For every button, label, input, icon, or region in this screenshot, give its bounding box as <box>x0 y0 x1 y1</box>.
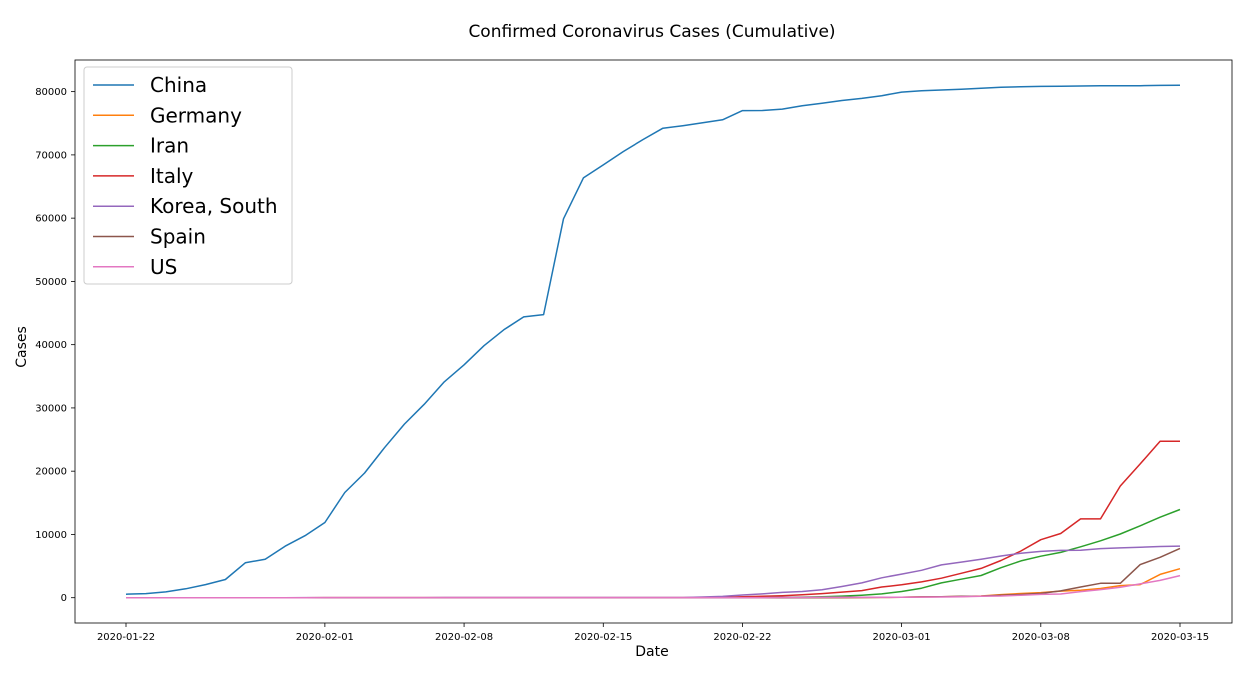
x-tick-label: 2020-02-22 <box>713 632 771 643</box>
series-line-italy <box>126 440 1180 599</box>
x-tick-label: 2020-02-01 <box>296 632 354 643</box>
legend-box <box>83 66 293 285</box>
x-tick-label: 2020-01-22 <box>97 632 155 643</box>
x-tick-label: 2020-03-01 <box>873 632 931 643</box>
y-tick-label: 70000 <box>35 150 67 161</box>
y-axis: 0 10000 20000 30000 40000 50000 60000 70000 8000… <box>35 87 75 604</box>
y-tick-label: 20000 <box>35 467 67 478</box>
plot-area <box>125 84 1181 599</box>
plot-frame <box>74 59 1233 624</box>
series-line-china <box>125 84 1181 595</box>
legend: China Germany Iran Italy Korea, South Spain US <box>83 66 293 285</box>
x-tick-label: 2020-02-08 <box>435 632 493 643</box>
series-line-spain <box>126 547 1181 599</box>
x-axis-label: Date <box>635 644 668 660</box>
legend-label-iran: Iran <box>150 134 189 158</box>
x-tick-label: 2020-03-15 <box>1151 632 1209 643</box>
y-tick-label: 0 <box>61 593 67 604</box>
chart-title: Confirmed Coronavirus Cases (Cumulative) <box>468 22 835 42</box>
y-tick-label: 30000 <box>35 403 67 414</box>
series-line-germany <box>126 567 1181 599</box>
legend-label-us: US <box>150 255 177 279</box>
y-tick-label: 10000 <box>35 530 67 541</box>
legend-label-germany: Germany <box>150 103 242 127</box>
series-line-korea-south <box>126 545 1181 599</box>
y-axis-label: Cases <box>14 326 30 368</box>
y-tick-label: 40000 <box>35 340 67 351</box>
legend-label-korea-south: Korea, South <box>150 194 278 218</box>
x-tick-label: 2020-03-08 <box>1012 632 1070 643</box>
legend-label-spain: Spain <box>150 225 206 249</box>
y-tick-label: 50000 <box>35 277 67 288</box>
legend-label-china: China <box>150 73 207 97</box>
legend-label-italy: Italy <box>150 164 194 188</box>
y-tick-label: 80000 <box>35 87 67 98</box>
x-tick-label: 2020-02-15 <box>574 632 632 643</box>
series-line-us <box>126 574 1181 599</box>
y-tick-label: 60000 <box>35 214 67 225</box>
x-axis: 2020-01-22 2020-02-01 2020-02-08 2020-02-15… <box>97 623 1209 643</box>
